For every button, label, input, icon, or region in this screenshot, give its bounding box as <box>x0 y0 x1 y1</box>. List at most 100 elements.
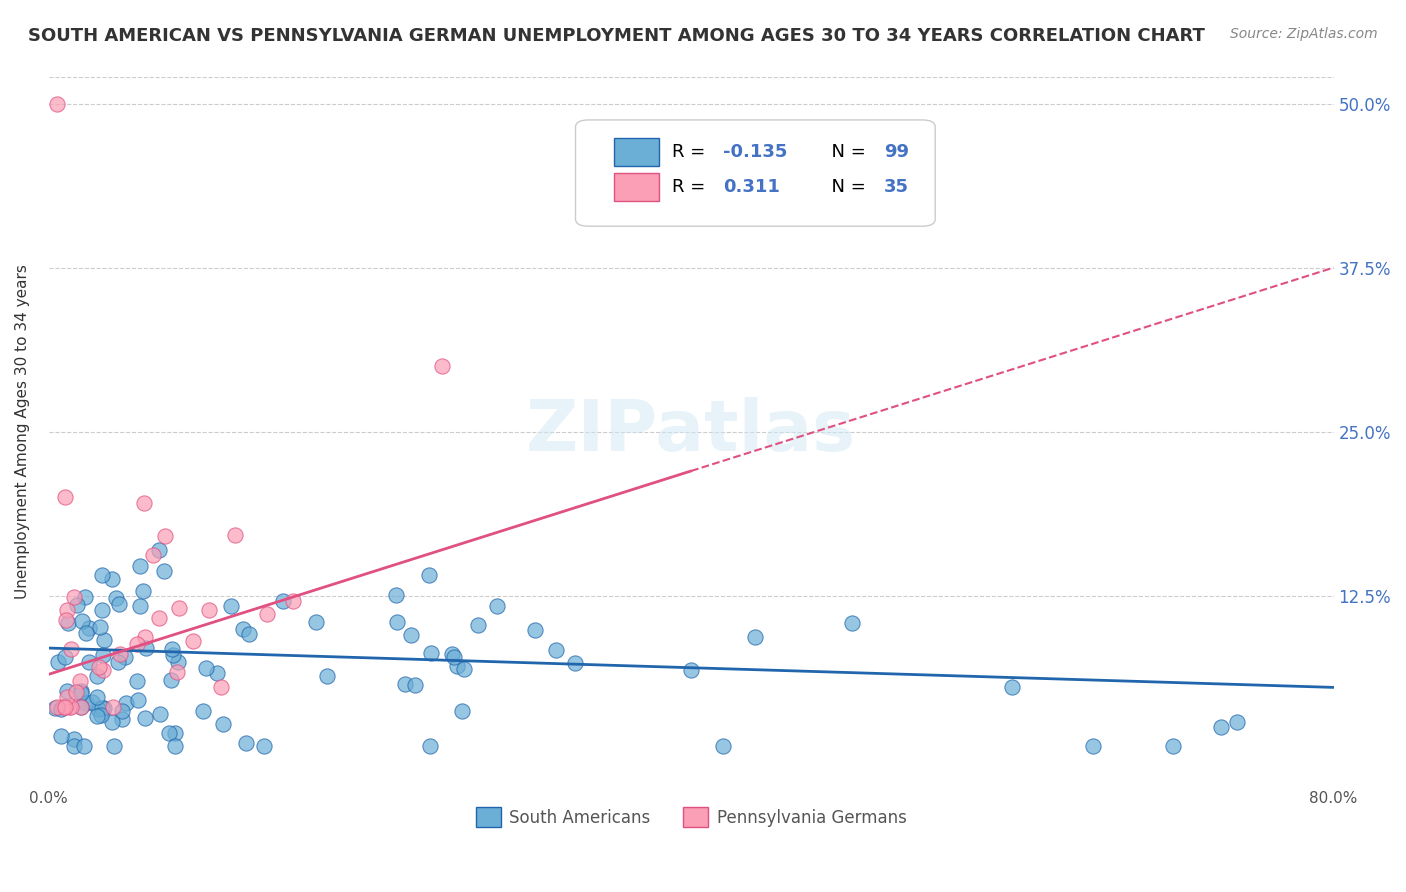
Point <box>134 630 156 644</box>
Point <box>53 700 76 714</box>
Text: 35: 35 <box>884 178 908 196</box>
Text: 99: 99 <box>884 143 908 161</box>
Text: -0.135: -0.135 <box>723 143 787 161</box>
Point <box>101 572 124 586</box>
Point <box>152 565 174 579</box>
Point <box>132 496 155 510</box>
Point <box>167 601 190 615</box>
Point <box>315 669 337 683</box>
Point <box>149 706 172 721</box>
Point <box>108 597 131 611</box>
Point <box>163 726 186 740</box>
Point <box>60 700 83 714</box>
Point <box>72 614 94 628</box>
Y-axis label: Unemployment Among Ages 30 to 34 years: Unemployment Among Ages 30 to 34 years <box>15 264 30 599</box>
Point <box>253 739 276 754</box>
Point <box>73 739 96 754</box>
Text: R =: R = <box>672 143 711 161</box>
FancyBboxPatch shape <box>575 120 935 227</box>
Point <box>103 739 125 754</box>
Point <box>305 615 328 629</box>
Point <box>56 615 79 630</box>
Point <box>135 640 157 655</box>
Point <box>132 584 155 599</box>
Text: ZIPatlas: ZIPatlas <box>526 397 856 467</box>
Point <box>440 648 463 662</box>
Point <box>53 650 76 665</box>
Point <box>451 704 474 718</box>
Point <box>89 619 111 633</box>
Point <box>73 590 96 604</box>
Point <box>86 709 108 723</box>
Point <box>1226 715 1249 730</box>
Point <box>453 662 475 676</box>
Text: N =: N = <box>820 143 872 161</box>
Point <box>93 663 115 677</box>
Point <box>55 690 77 704</box>
Point <box>197 603 219 617</box>
Point <box>1161 739 1184 754</box>
Point <box>101 700 124 714</box>
FancyBboxPatch shape <box>614 173 659 202</box>
Point <box>711 739 734 754</box>
Point <box>53 490 76 504</box>
Point <box>485 599 508 614</box>
Point <box>271 594 294 608</box>
Point <box>446 659 468 673</box>
Point <box>191 704 214 718</box>
Point <box>134 711 156 725</box>
Point <box>1001 680 1024 694</box>
Point <box>166 665 188 679</box>
Point <box>142 548 165 562</box>
Point <box>443 649 465 664</box>
Text: 0.311: 0.311 <box>723 178 780 196</box>
Point <box>148 611 170 625</box>
Point <box>108 647 131 661</box>
Point <box>194 661 217 675</box>
Point <box>209 680 232 694</box>
Point <box>232 623 254 637</box>
Point <box>86 669 108 683</box>
Point <box>404 678 426 692</box>
Point <box>46 655 69 669</box>
Point <box>93 632 115 647</box>
Point <box>160 673 183 687</box>
Point <box>90 603 112 617</box>
Point <box>681 663 703 677</box>
Point <box>401 627 423 641</box>
Point <box>256 607 278 621</box>
Point <box>467 618 489 632</box>
Point <box>115 696 138 710</box>
Point <box>49 729 72 743</box>
Point <box>86 690 108 704</box>
Point <box>281 594 304 608</box>
Point <box>744 630 766 644</box>
Point <box>62 739 84 754</box>
Point <box>235 736 257 750</box>
Point <box>52 700 75 714</box>
Point <box>1081 739 1104 754</box>
Point <box>45 96 67 111</box>
Point <box>125 674 148 689</box>
Point <box>125 637 148 651</box>
FancyBboxPatch shape <box>614 137 659 166</box>
Point <box>238 627 260 641</box>
Point <box>128 559 150 574</box>
Point <box>75 697 97 711</box>
Point <box>148 543 170 558</box>
Point <box>58 700 80 714</box>
Point <box>69 673 91 688</box>
Point <box>56 603 79 617</box>
Point <box>93 701 115 715</box>
Point <box>129 599 152 614</box>
Point <box>224 528 246 542</box>
Point <box>419 739 441 754</box>
Point <box>165 739 187 754</box>
Legend: South Americans, Pennsylvania Germans: South Americans, Pennsylvania Germans <box>470 800 914 834</box>
Point <box>70 683 93 698</box>
Point <box>45 700 67 714</box>
Point <box>70 700 93 714</box>
Point <box>77 621 100 635</box>
Point <box>114 650 136 665</box>
Point <box>65 598 87 612</box>
